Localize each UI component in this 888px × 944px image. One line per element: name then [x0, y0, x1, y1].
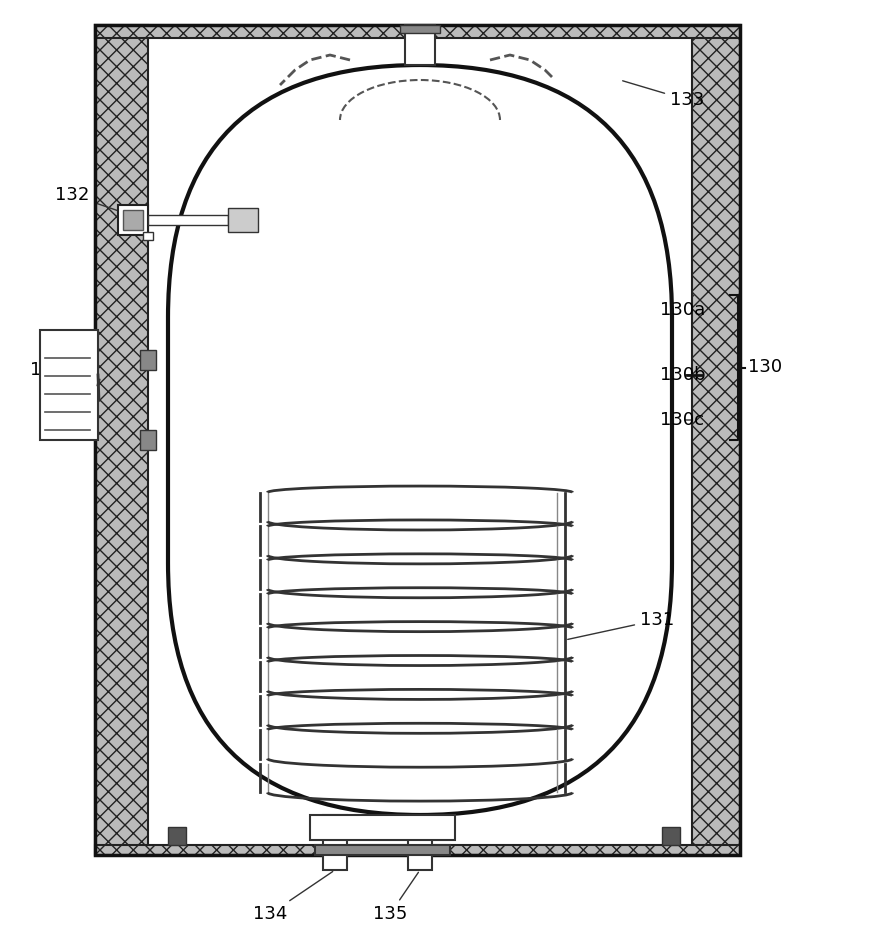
Bar — [140, 430, 156, 450]
Bar — [140, 350, 156, 370]
Bar — [95, 25, 740, 855]
Bar — [118, 205, 148, 235]
Bar — [400, 25, 440, 33]
Bar — [168, 827, 186, 845]
Text: 135: 135 — [373, 872, 418, 923]
Text: 130a: 130a — [660, 295, 705, 319]
Text: 130c: 130c — [660, 411, 704, 429]
Bar — [323, 815, 347, 870]
Text: 134: 134 — [253, 871, 333, 923]
Text: 133: 133 — [622, 81, 704, 109]
Text: 132: 132 — [55, 186, 142, 219]
Bar — [40, 330, 98, 440]
Text: 130: 130 — [748, 359, 782, 377]
Bar — [228, 208, 258, 232]
Bar — [408, 815, 432, 870]
Bar — [123, 210, 143, 230]
Text: 136: 136 — [30, 361, 83, 428]
Bar — [95, 845, 740, 855]
Bar — [662, 827, 680, 845]
Bar — [148, 38, 692, 845]
Bar — [148, 215, 228, 225]
Bar — [95, 25, 740, 38]
Bar — [692, 25, 740, 855]
Bar — [405, 25, 435, 65]
Bar — [143, 232, 153, 240]
FancyBboxPatch shape — [168, 65, 672, 815]
Bar — [95, 25, 740, 855]
Bar — [315, 845, 450, 855]
Bar — [95, 25, 148, 855]
Bar — [310, 815, 455, 840]
Text: 130b: 130b — [660, 366, 706, 384]
Text: 131: 131 — [567, 611, 674, 639]
